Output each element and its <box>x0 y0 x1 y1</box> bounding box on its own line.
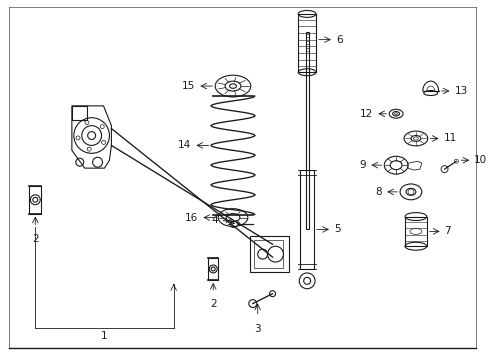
Bar <box>208 258 218 280</box>
Bar <box>298 14 315 72</box>
Bar <box>72 106 86 120</box>
Bar <box>404 217 426 246</box>
Text: 1: 1 <box>101 331 107 341</box>
Text: 10: 10 <box>473 155 487 165</box>
Text: 16: 16 <box>185 212 198 222</box>
Text: 6: 6 <box>335 35 342 45</box>
Text: 2: 2 <box>209 299 216 309</box>
Bar <box>253 240 283 268</box>
Text: 2: 2 <box>32 234 39 244</box>
Text: 7: 7 <box>444 226 450 237</box>
Text: 13: 13 <box>453 86 467 96</box>
Text: 11: 11 <box>443 134 456 144</box>
Text: 15: 15 <box>182 81 195 91</box>
Text: 12: 12 <box>359 109 373 119</box>
Text: 5: 5 <box>333 224 340 234</box>
Text: 14: 14 <box>178 140 191 150</box>
Bar <box>300 170 313 269</box>
Bar <box>29 186 41 213</box>
Text: 4: 4 <box>211 215 218 225</box>
Bar <box>249 237 289 272</box>
Bar <box>305 32 308 229</box>
Text: 3: 3 <box>254 324 261 334</box>
Text: 9: 9 <box>359 160 366 170</box>
Text: 8: 8 <box>375 187 382 197</box>
